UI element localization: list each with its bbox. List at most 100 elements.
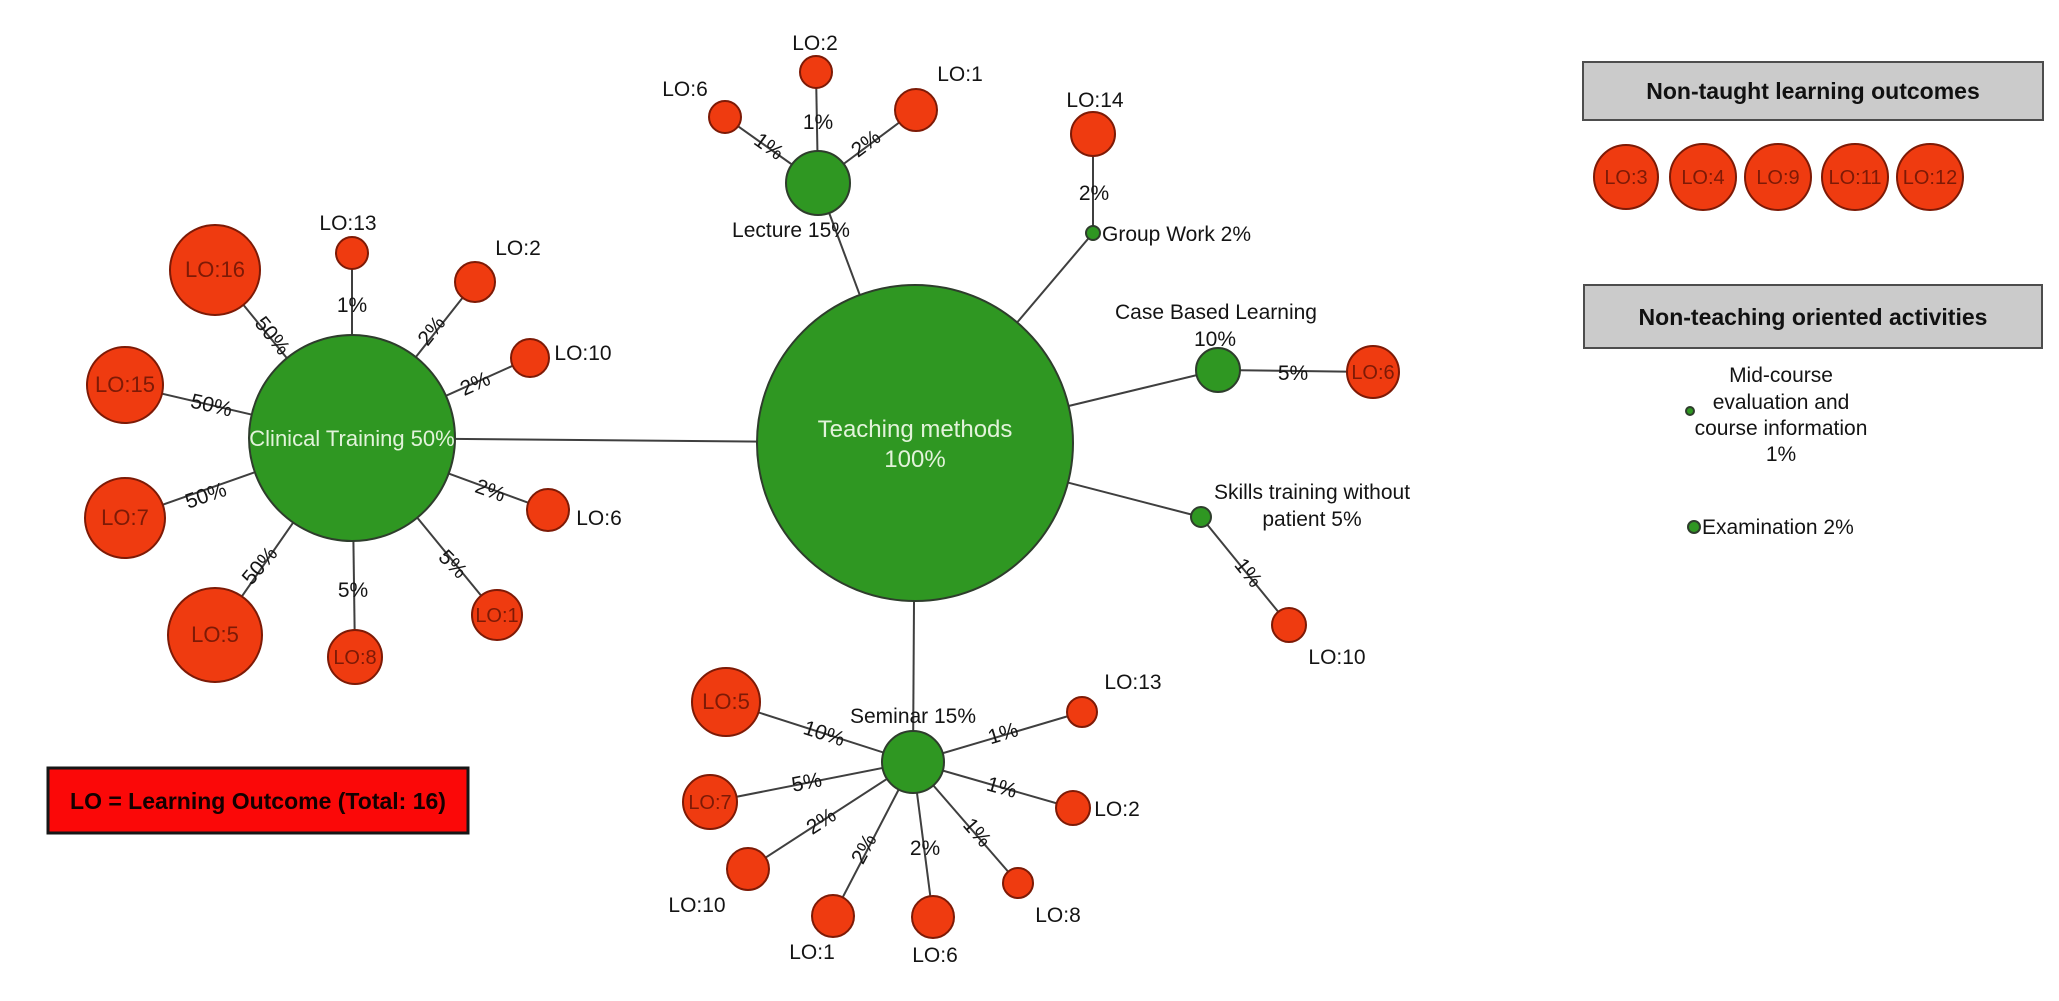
mid-course-line3: course information <box>1695 417 1868 440</box>
clinical-lo16-circle <box>169 224 261 316</box>
non-taught-title: Non-taught learning outcomes <box>1646 78 1980 104</box>
seminar-lo8-circle <box>1002 867 1034 899</box>
seminar-lo6-label: LO:6 <box>912 944 958 967</box>
lecture-lo6-pct: 1% <box>750 129 788 165</box>
case-based-lo6-pct: 5% <box>1278 362 1308 385</box>
skills-lo10-circle <box>1271 607 1307 643</box>
seminar-lo6-pct: 2% <box>910 837 940 860</box>
seminar-lo10-circle <box>726 847 770 891</box>
clinical-lo13-pct: 1% <box>337 294 367 317</box>
case-based-lo6-label: LO:6 <box>1351 362 1394 384</box>
seminar-lo2-circle <box>1055 790 1091 826</box>
lecture-lo2-pct: 1% <box>803 111 833 134</box>
seminar-lo1-pct: 2% <box>847 830 882 868</box>
seminar-lo2-label: LO:2 <box>1094 798 1140 821</box>
mid-course-line4: 1% <box>1766 443 1796 466</box>
case-based-circle <box>1195 347 1241 393</box>
clinical-lo15-circle <box>86 346 164 424</box>
lecture-lo6-circle <box>708 100 742 134</box>
clinical-lo6-circle <box>526 488 570 532</box>
group-work-dot <box>1085 225 1101 241</box>
seminar-circle <box>881 730 945 794</box>
seminar-lo13-circle <box>1066 696 1098 728</box>
non-teaching-title: Non-teaching oriented activities <box>1639 304 1988 330</box>
case-based-label-line2: 10% <box>1194 328 1236 351</box>
non-taught-lo3-label: LO:3 <box>1604 167 1647 189</box>
seminar-lo7-label: LO:7 <box>688 792 731 814</box>
lecture-label: Lecture 15% <box>732 219 850 242</box>
seminar-lo6-circle <box>911 895 955 939</box>
clinical-lo1-circle <box>471 589 523 641</box>
non-taught-lo12-circle <box>1896 143 1964 211</box>
clinical-training-label: Clinical Training 50% <box>249 426 454 451</box>
skills-dot <box>1190 506 1212 528</box>
non-taught-lo12-label: LO:12 <box>1903 167 1957 189</box>
examination-label: Examination 2% <box>1702 516 1854 539</box>
case-based-lo6-circle <box>1346 345 1400 399</box>
mid-course-line1: Mid-course <box>1729 364 1833 387</box>
non-taught-lo4-circle <box>1669 143 1737 211</box>
teaching-methods-label-line2: 100% <box>884 446 945 473</box>
group-work-lo14-circle <box>1070 111 1116 157</box>
mid-course-dot <box>1685 406 1695 416</box>
clinical-lo13-circle <box>335 236 369 270</box>
clinical-lo10-pct: 2% <box>457 367 494 400</box>
edge-seminar-lo7 <box>709 761 914 803</box>
skills-lo10-label: LO:10 <box>1308 646 1365 669</box>
clinical-lo8-pct: 5% <box>338 579 368 602</box>
lecture-circle <box>785 150 851 216</box>
clinical-lo16-label: LO:16 <box>185 257 245 282</box>
seminar-lo10-pct: 2% <box>802 804 840 840</box>
non-teaching-header-box <box>1583 284 2043 349</box>
case-based-label-line1: Case Based Learning <box>1115 301 1317 324</box>
lecture-lo1-circle <box>894 88 938 132</box>
group-work-lo14-pct: 2% <box>1079 182 1109 205</box>
non-taught-lo11-label: LO:11 <box>1829 167 1882 189</box>
non-taught-lo4-label: LO:4 <box>1681 167 1724 189</box>
seminar-lo7-circle <box>682 774 738 830</box>
clinical-lo7-label: LO:7 <box>101 505 149 530</box>
lecture-lo2-circle <box>799 55 833 89</box>
seminar-lo5-label: LO:5 <box>702 689 750 714</box>
clinical-lo5-label: LO:5 <box>191 622 239 647</box>
mid-course-line2: evaluation and <box>1713 391 1850 414</box>
lecture-lo1-label: LO:1 <box>937 63 983 86</box>
clinical-lo6-pct: 2% <box>472 475 508 507</box>
teaching-methods-circle <box>756 284 1074 602</box>
seminar-lo10-label: LO:10 <box>668 894 725 917</box>
teaching-methods-label-line1: Teaching methods <box>818 416 1013 443</box>
seminar-lo1-label: LO:1 <box>789 941 835 964</box>
seminar-lo13-pct: 1% <box>985 718 1021 749</box>
clinical-lo10-circle <box>510 338 550 378</box>
non-taught-lo9-label: LO:9 <box>1756 167 1799 189</box>
clinical-lo2-pct: 2% <box>413 312 450 350</box>
legend-box <box>46 766 470 835</box>
seminar-lo8-label: LO:8 <box>1035 904 1081 927</box>
seminar-label: Seminar 15% <box>850 705 976 728</box>
seminar-lo7-pct: 5% <box>790 768 824 796</box>
lecture-lo2-label: LO:2 <box>792 32 838 55</box>
clinical-lo13-label: LO:13 <box>319 212 376 235</box>
seminar-lo13-label: LO:13 <box>1104 671 1161 694</box>
clinical-lo7-circle <box>84 477 166 559</box>
seminar-lo5-circle <box>691 667 761 737</box>
edge-seminar-lo10 <box>747 761 914 870</box>
seminar-lo1-circle <box>811 894 855 938</box>
clinical-lo1-label: LO:1 <box>475 605 518 627</box>
group-work-lo14-label: LO:14 <box>1066 89 1124 112</box>
edge-skills-lo10 <box>1200 516 1290 626</box>
clinical-lo8-label: LO:8 <box>333 647 376 669</box>
skills-label-line2: patient 5% <box>1262 508 1361 531</box>
clinical-training-circle <box>248 334 456 542</box>
clinical-lo2-circle <box>454 261 496 303</box>
clinical-lo5-circle <box>167 587 263 683</box>
group-work-label: Group Work 2% <box>1102 223 1251 246</box>
skills-label-line1: Skills training without <box>1214 481 1410 504</box>
examination-dot <box>1687 520 1701 534</box>
clinical-lo2-label: LO:2 <box>495 237 541 260</box>
clinical-lo6-label: LO:6 <box>576 507 622 530</box>
legend-text: LO = Learning Outcome (Total: 16) <box>70 788 446 814</box>
non-taught-lo3-circle <box>1593 144 1659 210</box>
